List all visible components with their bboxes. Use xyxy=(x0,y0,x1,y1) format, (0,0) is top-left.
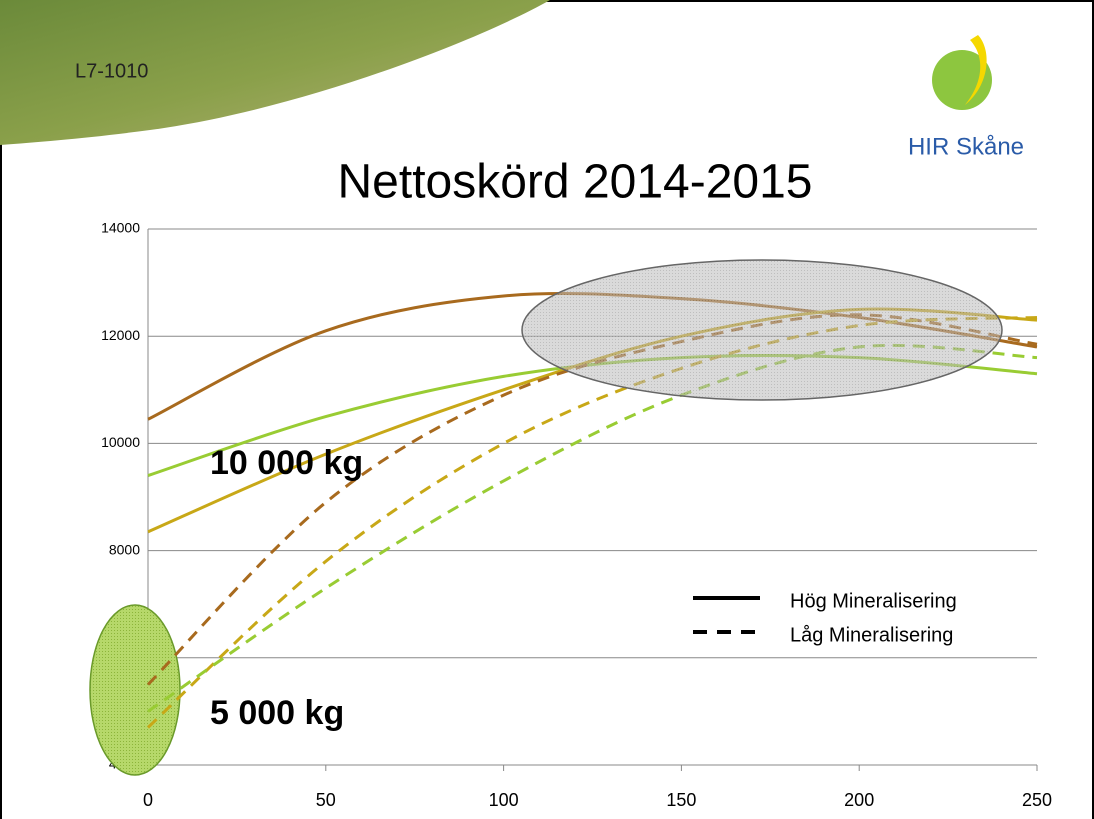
x-tick-label: 100 xyxy=(489,790,519,810)
x-tick-label: 50 xyxy=(316,790,336,810)
highlight-ellipse-high xyxy=(521,259,1003,401)
x-tick-label: 150 xyxy=(666,790,696,810)
logo-swoosh xyxy=(965,35,987,105)
legend-label: Hög Mineralisering xyxy=(790,590,957,612)
slide-code: L7-1010 xyxy=(75,60,148,82)
x-tick-label: 250 xyxy=(1022,790,1052,810)
legend-label: Låg Mineralisering xyxy=(790,624,953,646)
y-tick-label: 8000 xyxy=(109,541,140,557)
series-line xyxy=(147,343,1038,713)
chart-title: Nettoskörd 2014-2015 xyxy=(338,156,813,209)
logo-text: HIR Skåne xyxy=(908,133,1024,160)
y-tick-label: 14000 xyxy=(101,220,140,236)
y-tick-label: 10000 xyxy=(101,434,140,450)
x-tick-label: 200 xyxy=(844,790,874,810)
logo-circle xyxy=(932,50,992,110)
header-photo xyxy=(0,0,550,145)
annotation: 10 000 kg xyxy=(210,444,363,482)
x-tick-label: 0 xyxy=(143,790,153,810)
highlight-ellipse-low xyxy=(89,604,181,776)
annotation: 5 000 kg xyxy=(210,694,344,732)
y-tick-label: 12000 xyxy=(101,327,140,343)
